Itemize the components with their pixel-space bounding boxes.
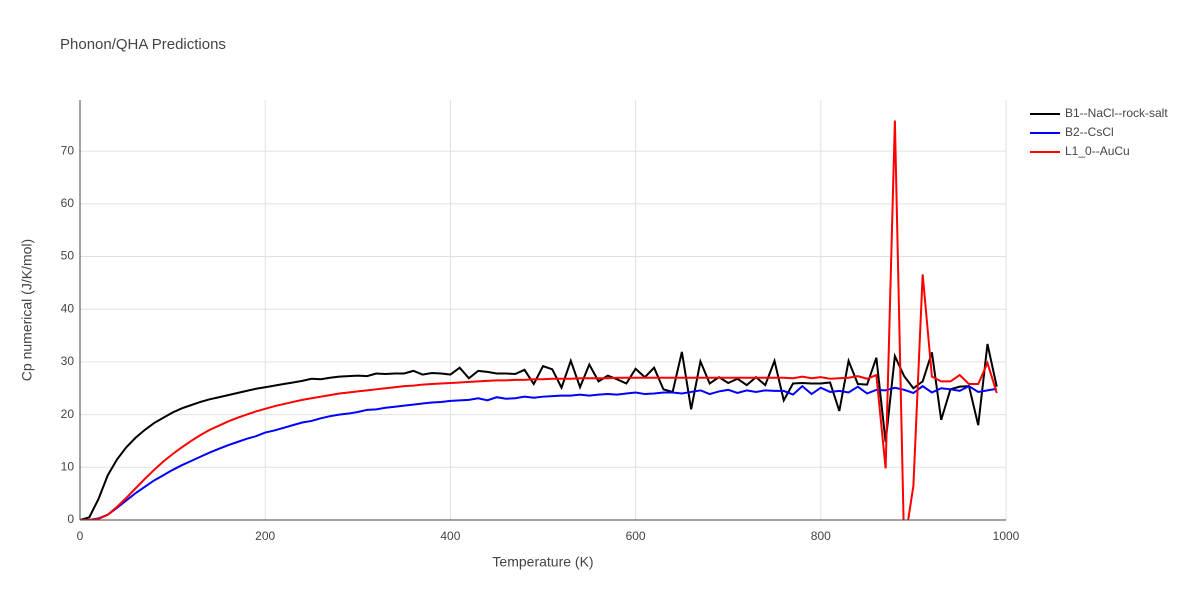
x-tick-label: 600 — [626, 529, 646, 543]
y-tick-label: 40 — [61, 301, 75, 315]
x-axis-label: Temperature (K) — [492, 554, 593, 570]
x-tick-label: 0 — [77, 529, 84, 543]
plot-area — [80, 120, 998, 520]
y-tick-label: 10 — [61, 459, 75, 473]
line-series — [80, 384, 997, 520]
line-series — [80, 120, 998, 520]
y-tick-label: 60 — [61, 196, 75, 210]
x-tick-label: 1000 — [993, 529, 1020, 543]
y-tick-label: 70 — [61, 143, 75, 157]
chart-title: Phonon/QHA Predictions — [60, 36, 226, 53]
y-tick-label: 20 — [61, 407, 75, 421]
legend: B1--NaCl--rock-salt B2--CsCl L1_0--AuCu — [1030, 106, 1168, 158]
y-axis-label: Cp numerical (J/K/mol) — [19, 239, 35, 381]
y-tick-label: 30 — [61, 354, 75, 368]
x-tick-label: 200 — [255, 529, 275, 543]
x-tick-label: 800 — [811, 529, 831, 543]
legend-label: B2--CsCl — [1065, 125, 1114, 139]
legend-label: L1_0--AuCu — [1065, 144, 1130, 158]
legend-label: B1--NaCl--rock-salt — [1065, 106, 1168, 120]
y-tick-label: 50 — [61, 249, 75, 263]
x-tick-label: 400 — [440, 529, 460, 543]
grid — [79, 100, 1007, 521]
line-series — [80, 343, 998, 520]
y-tick-label: 0 — [67, 512, 74, 526]
